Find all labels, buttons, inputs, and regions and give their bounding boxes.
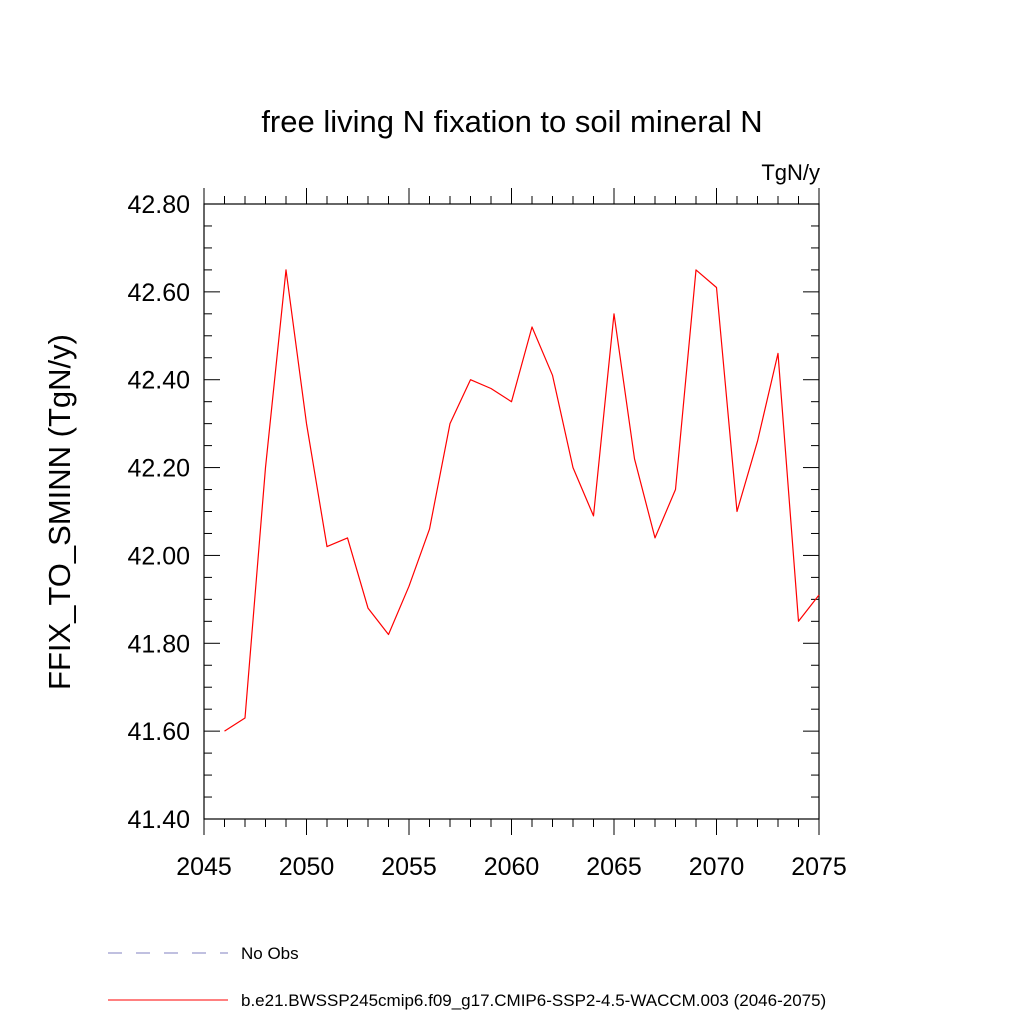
y-tick-label: 42.20: [127, 455, 190, 483]
series-line: [224, 269, 820, 732]
axis-tick-labels: 2045 2050 2055 2060 2065 2070 2075 41.40 41.60 41…: [127, 191, 846, 881]
data-point: [408, 586, 409, 587]
x-tick-label: 2065: [586, 853, 642, 881]
x-tick-label: 2055: [381, 853, 437, 881]
x-tick-label: 2060: [484, 853, 540, 881]
series-layer: [224, 269, 820, 732]
data-point: [470, 379, 471, 380]
data-point: [736, 511, 737, 512]
plot-frame: [203, 203, 820, 820]
x-tick-label: 2050: [279, 853, 335, 881]
data-point: [347, 537, 348, 538]
y-tick-label: 41.80: [127, 630, 190, 658]
data-point: [490, 388, 491, 389]
data-point: [388, 634, 389, 635]
x-tick-label: 2070: [689, 853, 745, 881]
x-tick-label: 2045: [176, 853, 232, 881]
data-point: [429, 528, 430, 529]
data-point: [757, 441, 758, 442]
data-point: [613, 313, 614, 314]
legend-label: b.e21.BWSSP245cmip6.f09_g17.CMIP6-SSP2-4…: [241, 991, 826, 1010]
data-point: [818, 594, 819, 595]
y-tick-label: 42.00: [127, 542, 190, 570]
legend-label: No Obs: [241, 944, 299, 963]
data-point: [695, 269, 696, 270]
chart-title: free living N fixation to soil mineral N: [261, 104, 762, 139]
data-point: [306, 423, 307, 424]
units-label: TgN/y: [761, 160, 820, 185]
axis-ticks: [203, 188, 820, 835]
data-point: [224, 731, 225, 732]
y-tick-label: 42.80: [127, 191, 190, 219]
data-point: [244, 717, 245, 718]
data-point: [552, 375, 553, 376]
data-point: [285, 269, 286, 270]
data-point: [265, 467, 266, 468]
data-point: [572, 467, 573, 468]
data-point: [593, 515, 594, 516]
y-tick-label: 41.40: [127, 806, 190, 834]
data-point: [777, 353, 778, 354]
y-axis-label: FFIX_TO_SMINN (TgN/y): [42, 334, 77, 690]
data-point: [449, 423, 450, 424]
data-point: [716, 287, 717, 288]
data-point: [511, 401, 512, 402]
data-point: [654, 537, 655, 538]
data-point: [798, 621, 799, 622]
legend: No Obs b.e21.BWSSP245cmip6.f09_g17.CMIP6-…: [108, 944, 826, 1010]
y-tick-label: 41.60: [127, 718, 190, 746]
data-point: [326, 546, 327, 547]
data-point: [675, 489, 676, 490]
data-point: [634, 458, 635, 459]
data-point: [367, 608, 368, 609]
y-tick-label: 42.60: [127, 279, 190, 307]
y-tick-label: 42.40: [127, 367, 190, 395]
data-point: [531, 326, 532, 327]
x-tick-label: 2075: [791, 853, 847, 881]
